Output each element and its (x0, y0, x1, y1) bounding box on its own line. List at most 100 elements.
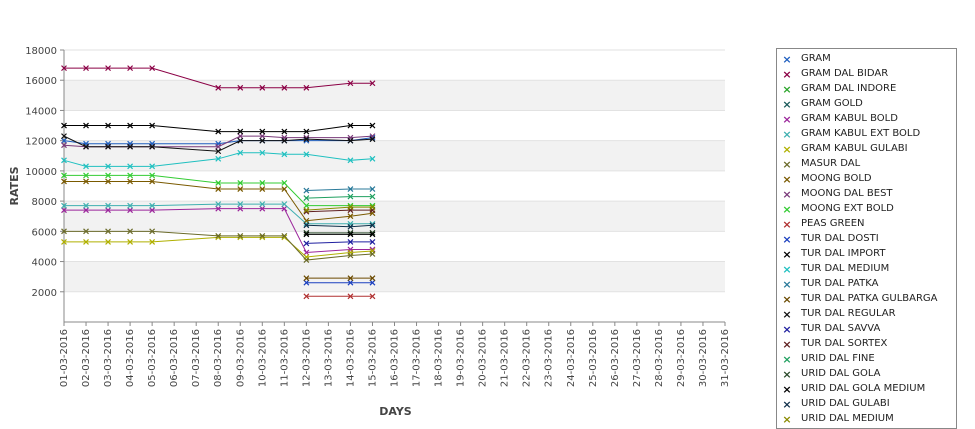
legend-marker-icon: × (782, 98, 792, 111)
data-point (281, 180, 288, 186)
data-point (347, 252, 354, 259)
x-tick-label: 28-03-2016 (654, 329, 665, 387)
data-point (259, 180, 266, 186)
data-point (61, 228, 67, 235)
legend-marker-icon: × (782, 278, 792, 291)
x-tick-label: 29-03-2016 (676, 329, 687, 387)
legend-marker-icon: × (782, 83, 792, 96)
y-tick-label: 2000 (32, 288, 57, 299)
legend-item: × TUR DAL PATKA GULBARGA (781, 292, 956, 307)
data-point (237, 180, 244, 186)
legend-label: TUR DAL IMPORT (801, 248, 886, 259)
data-point (215, 148, 222, 155)
data-point (369, 193, 376, 200)
x-tick-label: 01-03-2016 (59, 329, 70, 387)
data-point (303, 275, 310, 282)
data-point (105, 65, 111, 72)
legend-label: URID DAL MEDIUM (801, 413, 894, 424)
legend-marker-icon: × (782, 113, 792, 126)
data-point (149, 207, 156, 214)
data-point (281, 186, 288, 192)
data-point (347, 223, 354, 230)
data-point (127, 228, 134, 235)
legend-label: MOONG DAL BEST (801, 188, 893, 199)
legend-marker-icon: × (782, 398, 792, 411)
x-tick-label: 17-03-2016 (412, 329, 423, 387)
x-tick-label: 12-03-2016 (301, 329, 312, 387)
legend-marker-icon: × (782, 53, 792, 66)
data-point (303, 231, 310, 238)
legend-marker-icon: × (782, 68, 792, 81)
data-point (347, 231, 354, 238)
x-tick-label: 03-03-2016 (103, 329, 114, 387)
data-point (127, 122, 134, 129)
y-tick-label: 6000 (32, 227, 57, 238)
data-point (215, 155, 222, 162)
data-point (61, 178, 67, 185)
x-tick-label: 31-03-2016 (720, 329, 731, 387)
x-tick-label: 26-03-2016 (610, 329, 621, 387)
y-tick-label: 18000 (25, 46, 57, 57)
y-axis-title: RATES (8, 166, 21, 205)
data-point (369, 222, 376, 229)
data-point (303, 249, 310, 256)
legend-marker-icon: × (782, 413, 792, 426)
data-point (61, 238, 67, 245)
series-line (64, 180, 373, 222)
y-tick-label: 4000 (32, 258, 57, 269)
legend-item: × GRAM KABUL BOLD (781, 112, 956, 127)
x-tick-label: 08-03-2016 (213, 329, 224, 387)
legend-label: MOONG BOLD (801, 173, 872, 184)
data-point (83, 172, 89, 179)
legend-label: URID DAL GOLA MEDIUM (801, 383, 926, 394)
legend-label: GRAM GOLD (801, 98, 863, 109)
data-point (105, 202, 111, 209)
data-point (281, 128, 288, 135)
data-point (303, 151, 310, 158)
data-point (369, 80, 376, 87)
y-tick-label: 14000 (25, 106, 57, 117)
data-point (259, 84, 266, 91)
data-point (215, 128, 222, 135)
data-point (369, 204, 376, 211)
data-point (303, 187, 310, 194)
data-point (61, 142, 67, 149)
legend-marker-icon: × (782, 308, 792, 321)
data-point (281, 201, 288, 208)
data-point (83, 238, 89, 245)
data-point (105, 143, 111, 150)
data-point (303, 207, 310, 214)
legend-marker-icon: × (782, 353, 792, 366)
line-chart: 2000 4000 6000 8000 10000 12000 14000 16000 1800… (8, 46, 731, 418)
data-point (347, 157, 354, 164)
data-point (369, 155, 376, 162)
data-point (61, 202, 67, 209)
x-tick-label: 13-03-2016 (323, 329, 334, 387)
data-point (127, 207, 134, 214)
legend-label: URID DAL FINE (801, 353, 875, 364)
data-point (149, 228, 156, 235)
legend-item: × MASUR DAL (781, 157, 956, 172)
legend-label: TUR DAL MEDIUM (801, 263, 890, 274)
x-tick-label: 09-03-2016 (235, 329, 246, 387)
legend-item: × GRAM KABUL GULABI (781, 142, 956, 157)
x-tick-label: 16-03-2016 (390, 329, 401, 387)
data-point (83, 122, 89, 129)
data-point (259, 133, 266, 140)
legend-item: × TUR DAL SAVVA (781, 322, 956, 337)
data-point (347, 275, 354, 282)
data-point (237, 128, 244, 135)
legend-item: × GRAM KABUL EXT BOLD (781, 127, 956, 142)
legend-item: × URID DAL GOLA MEDIUM (781, 382, 956, 397)
data-point (127, 178, 134, 185)
data-point (369, 279, 376, 286)
legend-item: × PEAS GREEN (781, 217, 956, 232)
series-line (64, 125, 373, 133)
data-point (237, 201, 244, 208)
legend-label: GRAM KABUL EXT BOLD (801, 128, 921, 139)
legend-label: TUR DAL REGULAR (801, 308, 896, 319)
series-line (306, 241, 373, 244)
data-point (149, 143, 156, 150)
data-point (303, 195, 310, 202)
data-point (83, 163, 89, 170)
